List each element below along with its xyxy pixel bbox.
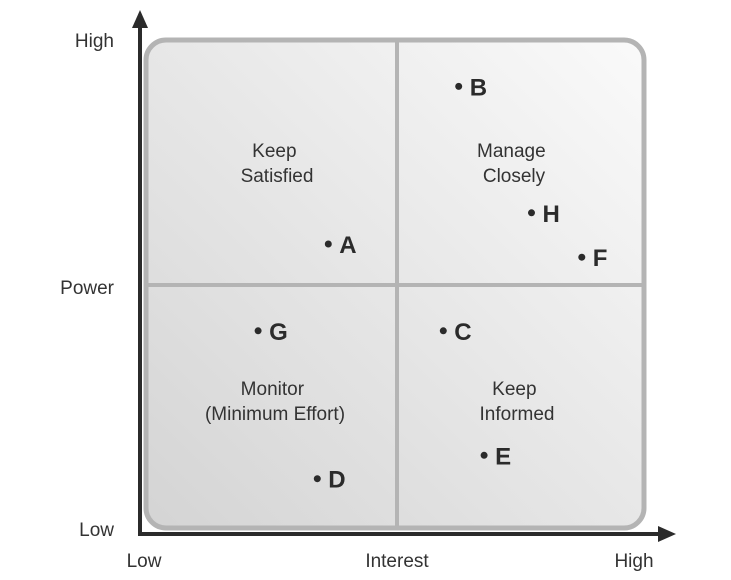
stakeholder-point-f: F (578, 245, 607, 272)
stakeholder-dot-b (455, 82, 463, 90)
quadrant-manage-closely-label: Manage Closely (477, 141, 551, 187)
quadrant-keep-informed-line-1: Keep (492, 379, 536, 400)
stakeholder-dot-e (480, 451, 488, 459)
stakeholder-dot-d (313, 475, 321, 483)
quadrant-monitor-line-1: Monitor (241, 379, 305, 400)
stakeholder-label-c: C (454, 319, 471, 346)
quadrant-keep-satisfied-line-1: Keep (252, 141, 296, 162)
x-axis-title: Interest (365, 551, 429, 572)
quadrant-monitor-label: Monitor (Minimum Effort) (205, 379, 345, 425)
y-axis-title: Power (60, 278, 115, 299)
stakeholder-dot-h (528, 209, 535, 217)
quadrant-keep-informed-label: Keep Informed (480, 379, 555, 425)
stakeholder-dot-g (254, 327, 262, 335)
stakeholder-label-a: A (339, 232, 356, 259)
stakeholder-dot-a (324, 240, 332, 248)
x-axis-arrow-icon (658, 526, 676, 542)
y-axis-high-label: High (75, 31, 114, 52)
quadrant-monitor-line-2: (Minimum Effort) (205, 404, 345, 425)
stakeholder-label-g: G (269, 319, 288, 346)
stakeholder-point-e: E (480, 443, 511, 470)
stakeholder-point-c: C (439, 319, 472, 346)
y-axis-arrow-icon (132, 10, 148, 28)
quadrant-manage-closely-line-2: Closely (483, 166, 546, 187)
stakeholder-point-g: G (254, 319, 288, 346)
stakeholder-points: A B C D E F G H (254, 74, 607, 494)
x-axis-low-label: Low (127, 551, 162, 572)
stakeholder-label-e: E (495, 443, 511, 470)
stakeholder-point-h: H (528, 201, 560, 228)
stakeholder-label-d: D (328, 467, 345, 494)
stakeholder-point-d: D (313, 467, 346, 494)
quadrant-keep-informed-line-2: Informed (480, 404, 555, 425)
x-axis-high-label: High (614, 551, 653, 572)
stakeholder-label-h: H (543, 201, 560, 228)
y-axis-low-label: Low (79, 520, 114, 541)
stakeholder-dot-f (578, 253, 586, 261)
stakeholder-label-b: B (470, 74, 487, 101)
stakeholder-point-b: B (455, 74, 487, 101)
quadrant-manage-closely-line-1: Manage (477, 141, 546, 162)
quadrant-keep-satisfied-line-2: Satisfied (241, 166, 314, 187)
stakeholder-label-f: F (593, 245, 608, 272)
stakeholder-dot-c (439, 327, 447, 335)
quadrant-keep-satisfied-label: Keep Satisfied (241, 141, 314, 187)
stakeholder-point-a: A (324, 232, 357, 259)
